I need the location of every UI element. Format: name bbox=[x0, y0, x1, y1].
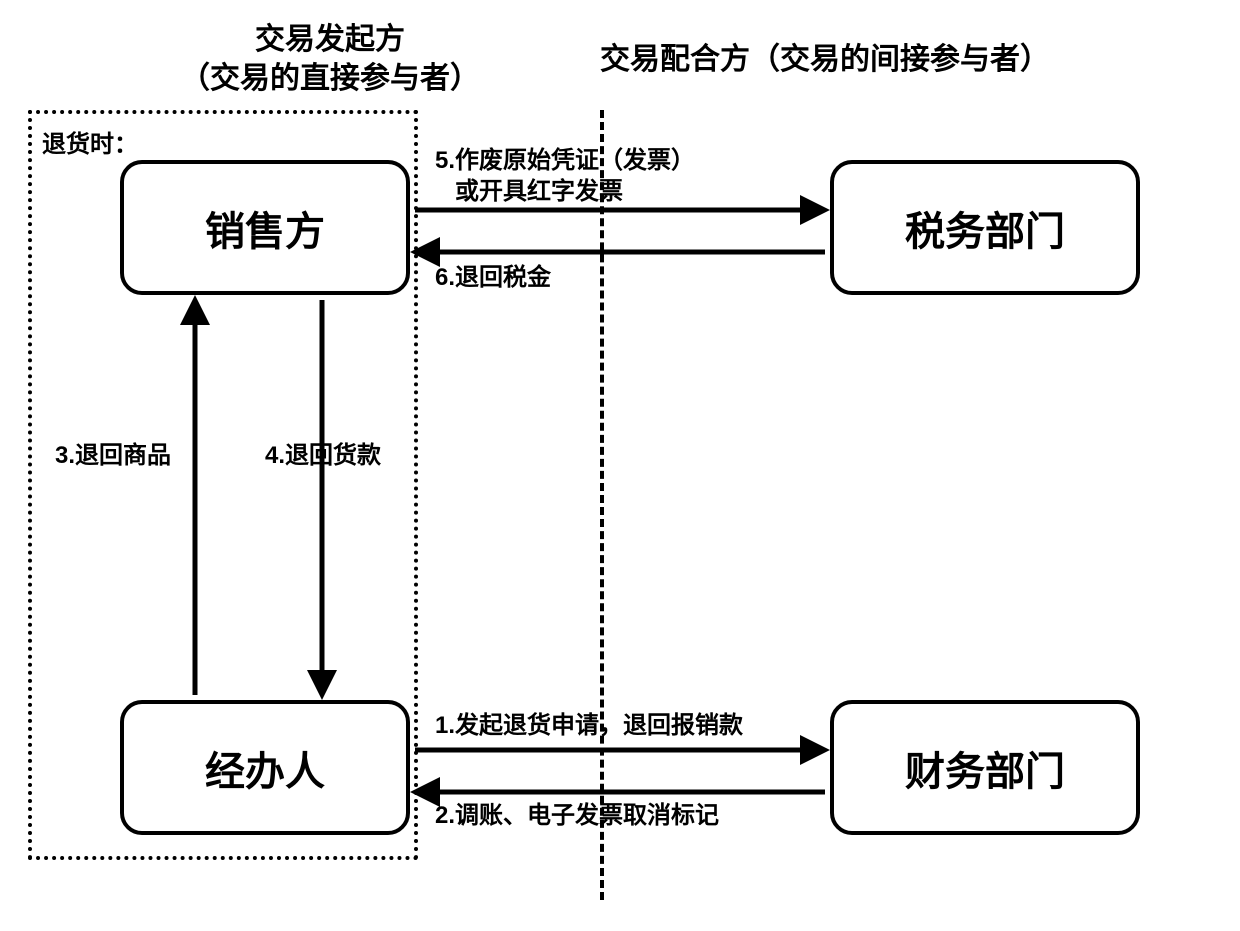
node-handler-label: 经办人 bbox=[205, 739, 325, 797]
edge-4-label-text: 4.退回货款 bbox=[265, 442, 381, 469]
node-tax: 税务部门 bbox=[830, 160, 1140, 295]
edge-6-label: 6.退回税金 bbox=[435, 262, 551, 293]
node-seller: 销售方 bbox=[120, 160, 410, 295]
diagram-canvas: 交易发起方 （交易的直接参与者） 交易配合方（交易的间接参与者） 退货时： 销售… bbox=[0, 0, 1240, 931]
header-right-text: 交易配合方（交易的间接参与者） bbox=[600, 43, 1050, 76]
node-seller-label: 销售方 bbox=[205, 199, 325, 257]
vertical-divider bbox=[600, 110, 604, 900]
edge-4-label: 4.退回货款 bbox=[265, 440, 381, 471]
header-left-line1: 交易发起方 bbox=[255, 23, 405, 56]
edge-1-label-text: 1.发起退货申请，退回报销款 bbox=[435, 712, 743, 739]
header-left-line2: （交易的直接参与者） bbox=[180, 62, 480, 95]
edge-2-label: 2.调账、电子发票取消标记 bbox=[435, 800, 719, 831]
header-right: 交易配合方（交易的间接参与者） bbox=[600, 40, 1050, 79]
node-tax-label: 税务部门 bbox=[905, 199, 1065, 257]
edge-6-label-text: 6.退回税金 bbox=[435, 264, 551, 291]
edge-2-label-text: 2.调账、电子发票取消标记 bbox=[435, 802, 719, 829]
edge-1-label: 1.发起退货申请，退回报销款 bbox=[435, 710, 743, 741]
node-finance-label: 财务部门 bbox=[905, 739, 1065, 797]
edge-5-label-line2: 或开具红字发票 bbox=[455, 178, 623, 205]
edge-3-label-text: 3.退回商品 bbox=[55, 442, 171, 469]
dotted-box-label: 退货时： bbox=[42, 124, 138, 159]
edge-3-label: 3.退回商品 bbox=[55, 440, 171, 471]
node-finance: 财务部门 bbox=[830, 700, 1140, 835]
node-handler: 经办人 bbox=[120, 700, 410, 835]
edge-5-label-line1: 5.作废原始凭证（发票） bbox=[435, 147, 695, 174]
header-left: 交易发起方 （交易的直接参与者） bbox=[180, 20, 480, 98]
edge-5-label: 5.作废原始凭证（发票） 或开具红字发票 bbox=[435, 145, 695, 207]
